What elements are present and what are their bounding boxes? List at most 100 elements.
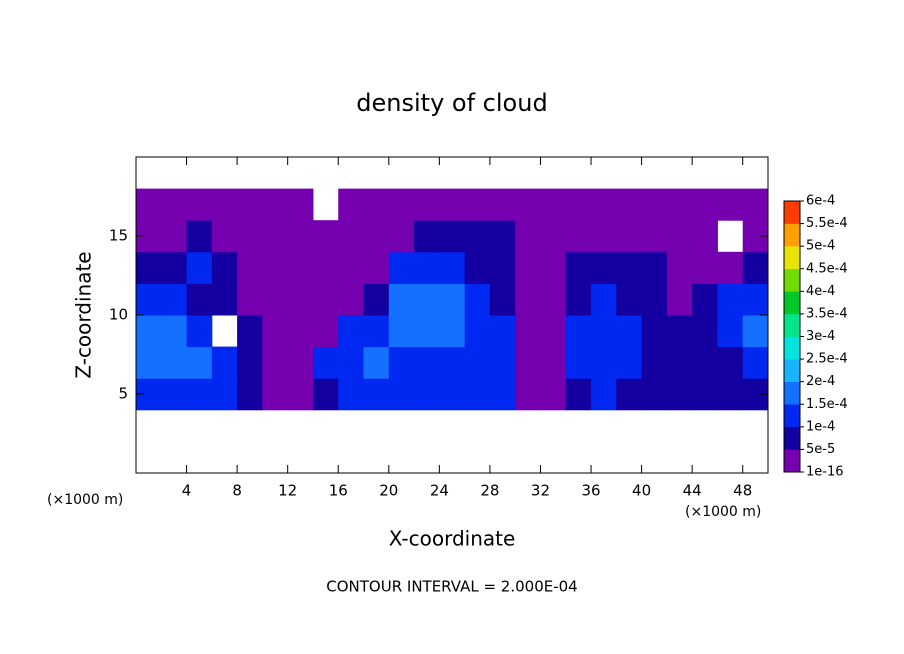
contour-cell — [161, 188, 188, 221]
contour-cell — [742, 346, 769, 379]
contour-cell — [591, 220, 617, 253]
contour-cell — [287, 283, 314, 316]
colorbar-band — [784, 381, 800, 405]
contour-cell — [515, 188, 541, 221]
x-axis-label: X-coordinate — [389, 527, 516, 551]
contour-cell — [666, 283, 693, 316]
contour-cell — [616, 188, 643, 221]
contour-cell — [565, 346, 592, 379]
contour-cell — [388, 220, 415, 253]
contour-cell — [161, 315, 188, 348]
contour-cell — [565, 315, 592, 348]
contour-cell — [414, 315, 440, 348]
contour-cell — [136, 188, 162, 221]
x-tick-label: 40 — [632, 482, 651, 500]
contour-cell — [717, 378, 744, 411]
contour-cell — [717, 251, 744, 284]
x-tick-label: 48 — [733, 482, 752, 500]
contour-cell — [666, 346, 693, 379]
y-tick-label: 5 — [118, 385, 128, 403]
contour-cell — [211, 378, 238, 411]
contour-cell — [287, 315, 314, 348]
contour-cell — [692, 283, 718, 316]
contour-cell — [565, 220, 592, 253]
colorbar-label: 5e-4 — [806, 239, 835, 254]
contour-cell — [692, 315, 718, 348]
contour-cell — [262, 378, 289, 411]
contour-cell — [489, 283, 516, 316]
colorbar-label: 2.5e-4 — [806, 352, 848, 367]
contour-cell — [641, 346, 668, 379]
contour-cell — [237, 315, 263, 348]
contour-cell — [515, 378, 541, 411]
contour-cell — [641, 188, 668, 221]
contour-cell — [717, 346, 744, 379]
contour-cell — [540, 283, 567, 316]
contour-cell — [287, 346, 314, 379]
contour-cell — [489, 346, 516, 379]
contour-cell — [540, 251, 567, 284]
colorbar-band — [784, 313, 800, 337]
contour-cell — [262, 220, 289, 253]
contour-cell — [464, 346, 491, 379]
contour-cell — [237, 378, 263, 411]
contour-cell — [287, 378, 314, 411]
contour-cell — [641, 315, 668, 348]
contour-cell — [565, 283, 592, 316]
contour-cell — [363, 251, 390, 284]
contour-cell — [338, 315, 365, 348]
contour-cell — [287, 188, 314, 221]
contour-cell — [262, 315, 289, 348]
x-tick-label: 44 — [683, 482, 702, 500]
y-tick-label: 15 — [109, 227, 128, 245]
chart-title: density of cloud — [356, 89, 547, 117]
contour-cell — [338, 220, 365, 253]
colorbar-label: 2e-4 — [806, 374, 835, 389]
x-tick-label: 12 — [278, 482, 297, 500]
contour-cell — [136, 251, 162, 284]
contour-cell — [237, 251, 263, 284]
contour-cell — [414, 346, 440, 379]
contour-cell — [591, 346, 617, 379]
contour-cell — [186, 220, 213, 253]
contour-cell — [312, 378, 339, 411]
contour-cell — [692, 220, 718, 253]
contour-cell — [414, 378, 440, 411]
contour-cell — [186, 283, 213, 316]
colorbar-band — [784, 336, 800, 360]
x-tick-label: 4 — [182, 482, 192, 500]
contour-cell — [388, 188, 415, 221]
contour-cell — [666, 220, 693, 253]
contour-cell — [565, 251, 592, 284]
contour-cell — [237, 346, 263, 379]
contour-cell — [388, 251, 415, 284]
x-tick-label: 32 — [531, 482, 550, 500]
x-unit-label: (×1000 m) — [685, 504, 761, 520]
x-tick-label: 20 — [379, 482, 398, 500]
contour-cell — [515, 315, 541, 348]
contour-cell — [439, 251, 466, 284]
contour-cell — [666, 315, 693, 348]
x-tick-label: 36 — [581, 482, 600, 500]
contour-cell — [591, 283, 617, 316]
contour-cell — [616, 378, 643, 411]
contour-cell — [464, 315, 491, 348]
contour-cell — [338, 251, 365, 284]
contour-cell — [439, 220, 466, 253]
contour-cell — [161, 220, 188, 253]
colorbar-band — [784, 359, 800, 382]
contour-cell — [742, 251, 769, 284]
contour-cell — [388, 315, 415, 348]
contour-cell — [464, 220, 491, 253]
contour-cell — [515, 251, 541, 284]
contour-cell — [464, 251, 491, 284]
contour-cell — [338, 346, 365, 379]
contour-cell — [515, 220, 541, 253]
contour-cell — [489, 251, 516, 284]
contour-cell — [237, 220, 263, 253]
contour-cell — [692, 251, 718, 284]
contour-cell — [211, 283, 238, 316]
contour-cell — [363, 220, 390, 253]
